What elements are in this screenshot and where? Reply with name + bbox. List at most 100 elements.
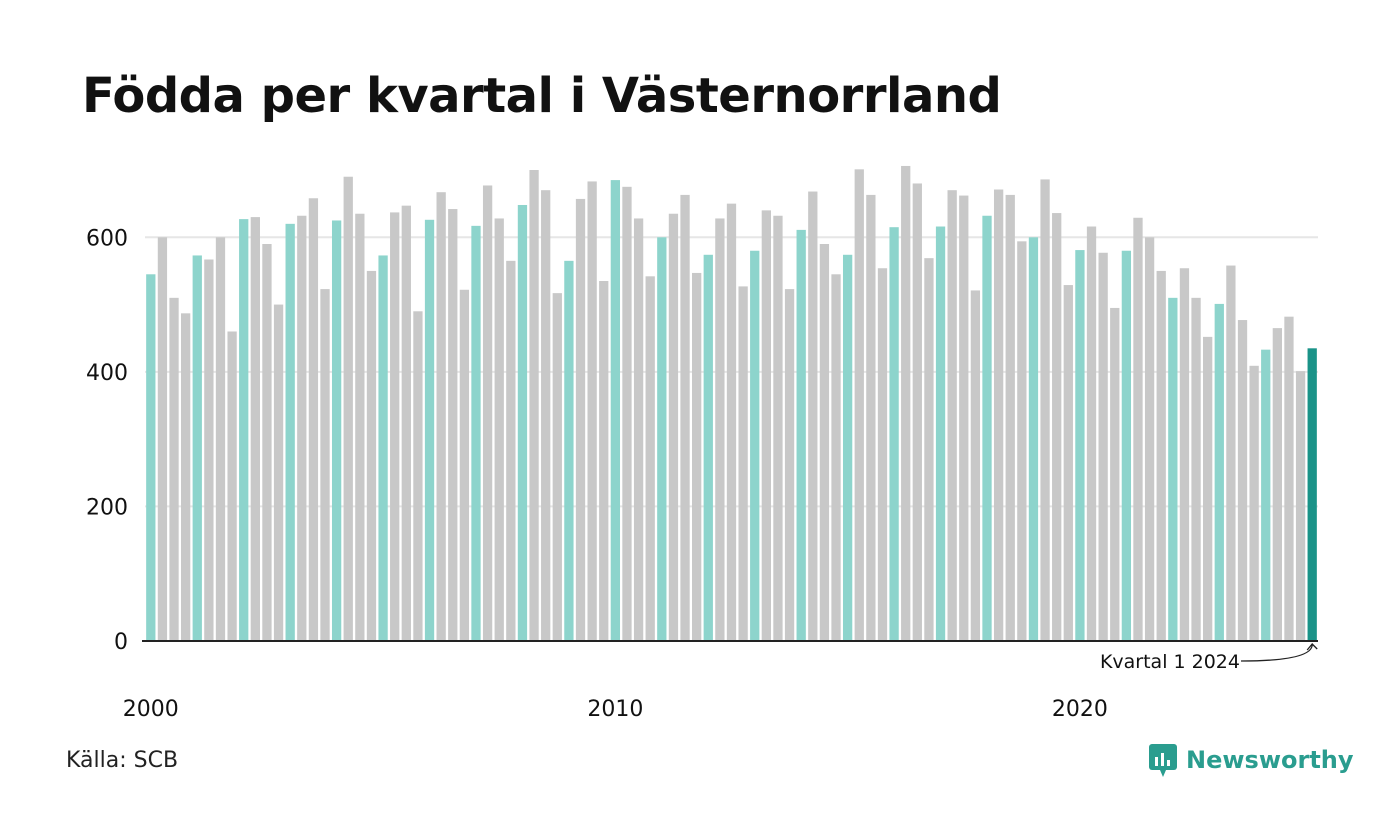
- bar: [262, 244, 272, 641]
- x-tick-label: 2010: [587, 697, 643, 722]
- bar: [692, 272, 702, 641]
- bar: [657, 237, 667, 642]
- bar: [877, 268, 888, 641]
- bar: [494, 218, 504, 641]
- bar: [1144, 237, 1155, 642]
- bar: [366, 270, 377, 641]
- bar: [1156, 270, 1166, 641]
- bar: [959, 195, 969, 641]
- bar: [901, 165, 911, 641]
- brand-logo: Newsworthy: [1148, 742, 1354, 778]
- bar: [599, 281, 609, 641]
- bar: [1214, 303, 1224, 641]
- bar: [378, 255, 388, 641]
- annotation-label: Kvartal 1 2024: [1100, 651, 1240, 673]
- bar: [889, 227, 899, 641]
- bar: [808, 191, 818, 641]
- bar: [819, 244, 830, 641]
- bar: [506, 260, 516, 641]
- bar: [1028, 237, 1039, 642]
- bar: [1249, 365, 1259, 641]
- bar: [192, 255, 202, 641]
- bar: [924, 258, 934, 641]
- bar: [854, 169, 864, 641]
- bar: [935, 226, 946, 641]
- bar: [831, 274, 841, 641]
- bar: [633, 218, 644, 641]
- bar: [390, 212, 400, 641]
- bar: [715, 218, 725, 641]
- bar: [308, 198, 319, 641]
- bar: [320, 289, 330, 641]
- bar: [703, 254, 713, 641]
- bar: [1098, 252, 1108, 641]
- bar: [866, 194, 876, 641]
- x-tick-label: 2000: [123, 697, 179, 722]
- y-tick-label: 0: [114, 630, 128, 655]
- bar: [331, 220, 342, 641]
- bar: [413, 311, 423, 641]
- bar: [622, 186, 632, 641]
- bars: [146, 165, 1317, 642]
- bar: [297, 215, 307, 641]
- bar: [982, 215, 992, 641]
- bar: [587, 181, 597, 641]
- x-tick-label: 2020: [1052, 697, 1108, 722]
- bar: [204, 259, 214, 641]
- bar: [1086, 226, 1097, 641]
- bar: [239, 219, 249, 641]
- bar: [1261, 349, 1271, 641]
- bar: [459, 289, 470, 641]
- bar: [1203, 336, 1213, 641]
- bar: [1226, 265, 1236, 641]
- bar: [575, 198, 586, 641]
- bar: [610, 180, 621, 641]
- newsworthy-logo-icon: [1149, 744, 1177, 777]
- bar: [1005, 194, 1015, 641]
- bar: [680, 194, 690, 641]
- bar: [668, 213, 679, 642]
- bar: [1110, 307, 1120, 641]
- bar: [1237, 320, 1248, 641]
- bar: [750, 250, 760, 642]
- y-tick-label: 600: [86, 226, 128, 251]
- bar: [355, 213, 365, 642]
- bar: [424, 219, 435, 642]
- x-axis-ticks: 2000 2010 2020: [123, 697, 1108, 722]
- bar: [436, 192, 446, 641]
- bar: [773, 215, 783, 641]
- bar: [1052, 213, 1062, 641]
- annotation-arrow: [1240, 643, 1318, 662]
- bar: [146, 274, 156, 641]
- bar: [993, 189, 1004, 641]
- bar: [285, 223, 295, 641]
- bar: [970, 290, 981, 641]
- bar: [1121, 250, 1132, 642]
- bar: [1133, 217, 1143, 641]
- bar: [1017, 241, 1027, 641]
- brand-name: Newsworthy: [1186, 746, 1354, 774]
- bar: [552, 293, 562, 641]
- bar: [541, 190, 551, 641]
- bar: [181, 313, 191, 641]
- bar: [1063, 285, 1073, 641]
- bar: [471, 225, 481, 641]
- bar: [1168, 297, 1178, 641]
- source-label: Källa: SCB: [66, 748, 179, 773]
- bar: [157, 237, 168, 642]
- bar: [1272, 328, 1282, 641]
- bar: [738, 286, 748, 641]
- bar: [273, 304, 284, 641]
- bar: [482, 185, 493, 642]
- bar: [796, 229, 806, 641]
- bar: [726, 203, 737, 641]
- bar: [784, 289, 795, 641]
- bar: [645, 276, 655, 641]
- bar: [517, 204, 528, 642]
- bar: [529, 170, 539, 641]
- bar: [1284, 316, 1294, 641]
- y-tick-label: 400: [86, 361, 128, 386]
- bar: [169, 297, 179, 641]
- y-tick-label: 200: [86, 495, 128, 520]
